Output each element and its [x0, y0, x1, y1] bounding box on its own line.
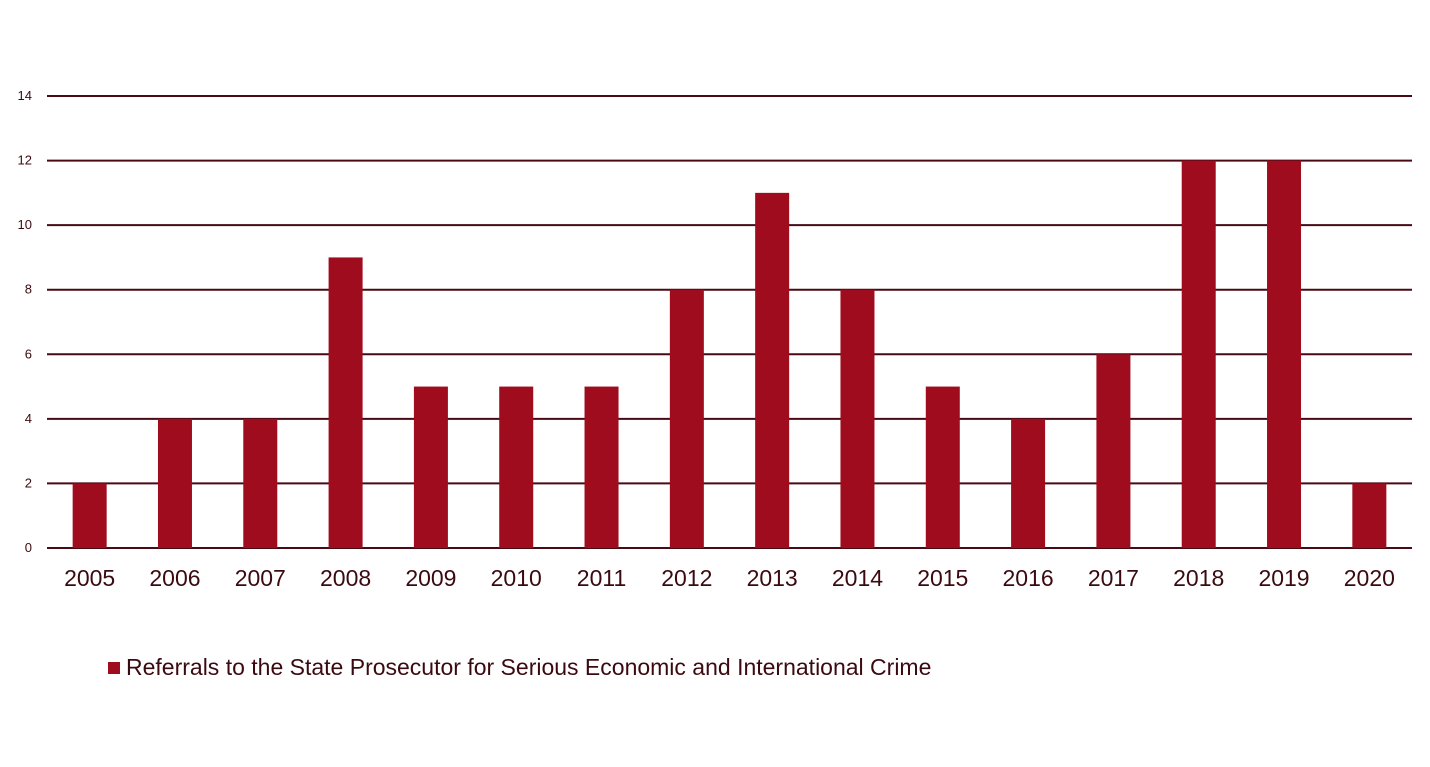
y-tick-label: 4 [25, 411, 32, 426]
y-tick-label: 14 [18, 88, 32, 103]
y-tick-label: 2 [25, 475, 32, 490]
bar-2009 [413, 386, 448, 548]
x-tick-label: 2005 [64, 565, 115, 591]
x-tick-label: 2015 [917, 565, 968, 591]
x-axis-ticks: 2005 2006 2007 2008 2009 2010 2011 2012 2013 2014… [64, 565, 1395, 591]
legend-label: Referrals to the State Prosecutor for Se… [126, 654, 932, 680]
bar-2007 [243, 418, 278, 548]
x-tick-label: 2010 [491, 565, 542, 591]
bar-2008 [328, 257, 363, 548]
x-tick-label: 2019 [1258, 565, 1309, 591]
x-tick-label: 2008 [320, 565, 371, 591]
bar-2005 [72, 483, 107, 548]
bar-2019 [1267, 160, 1302, 549]
x-tick-label: 2012 [661, 565, 712, 591]
y-tick-label: 10 [18, 217, 32, 232]
x-tick-label: 2013 [747, 565, 798, 591]
y-tick-label: 12 [18, 153, 32, 168]
y-axis-ticks: 0 2 4 6 8 10 12 14 [18, 88, 32, 555]
bar-2011 [584, 386, 619, 548]
y-tick-label: 0 [25, 540, 32, 555]
bar-2018 [1181, 160, 1216, 549]
bar-2012 [669, 289, 704, 548]
bar-2010 [499, 386, 534, 548]
x-tick-label: 2020 [1344, 565, 1395, 591]
x-tick-label: 2007 [235, 565, 286, 591]
x-tick-label: 2018 [1173, 565, 1224, 591]
x-tick-label: 2014 [832, 565, 883, 591]
bars [72, 160, 1387, 549]
x-tick-label: 2016 [1003, 565, 1054, 591]
bar-2006 [157, 418, 192, 548]
y-tick-label: 8 [25, 282, 32, 297]
legend: Referrals to the State Prosecutor for Se… [108, 654, 931, 681]
x-tick-label: 2009 [405, 565, 456, 591]
bar-2014 [840, 289, 875, 548]
x-tick-label: 2017 [1088, 565, 1139, 591]
bar-2013 [755, 192, 790, 548]
y-tick-label: 6 [25, 346, 32, 361]
bar-2015 [925, 386, 960, 548]
x-tick-label: 2006 [149, 565, 200, 591]
bar-2017 [1096, 354, 1131, 548]
x-tick-label: 2011 [577, 565, 626, 591]
bar-2020 [1352, 483, 1387, 548]
legend-swatch [108, 661, 120, 674]
bar-2016 [1011, 418, 1046, 548]
